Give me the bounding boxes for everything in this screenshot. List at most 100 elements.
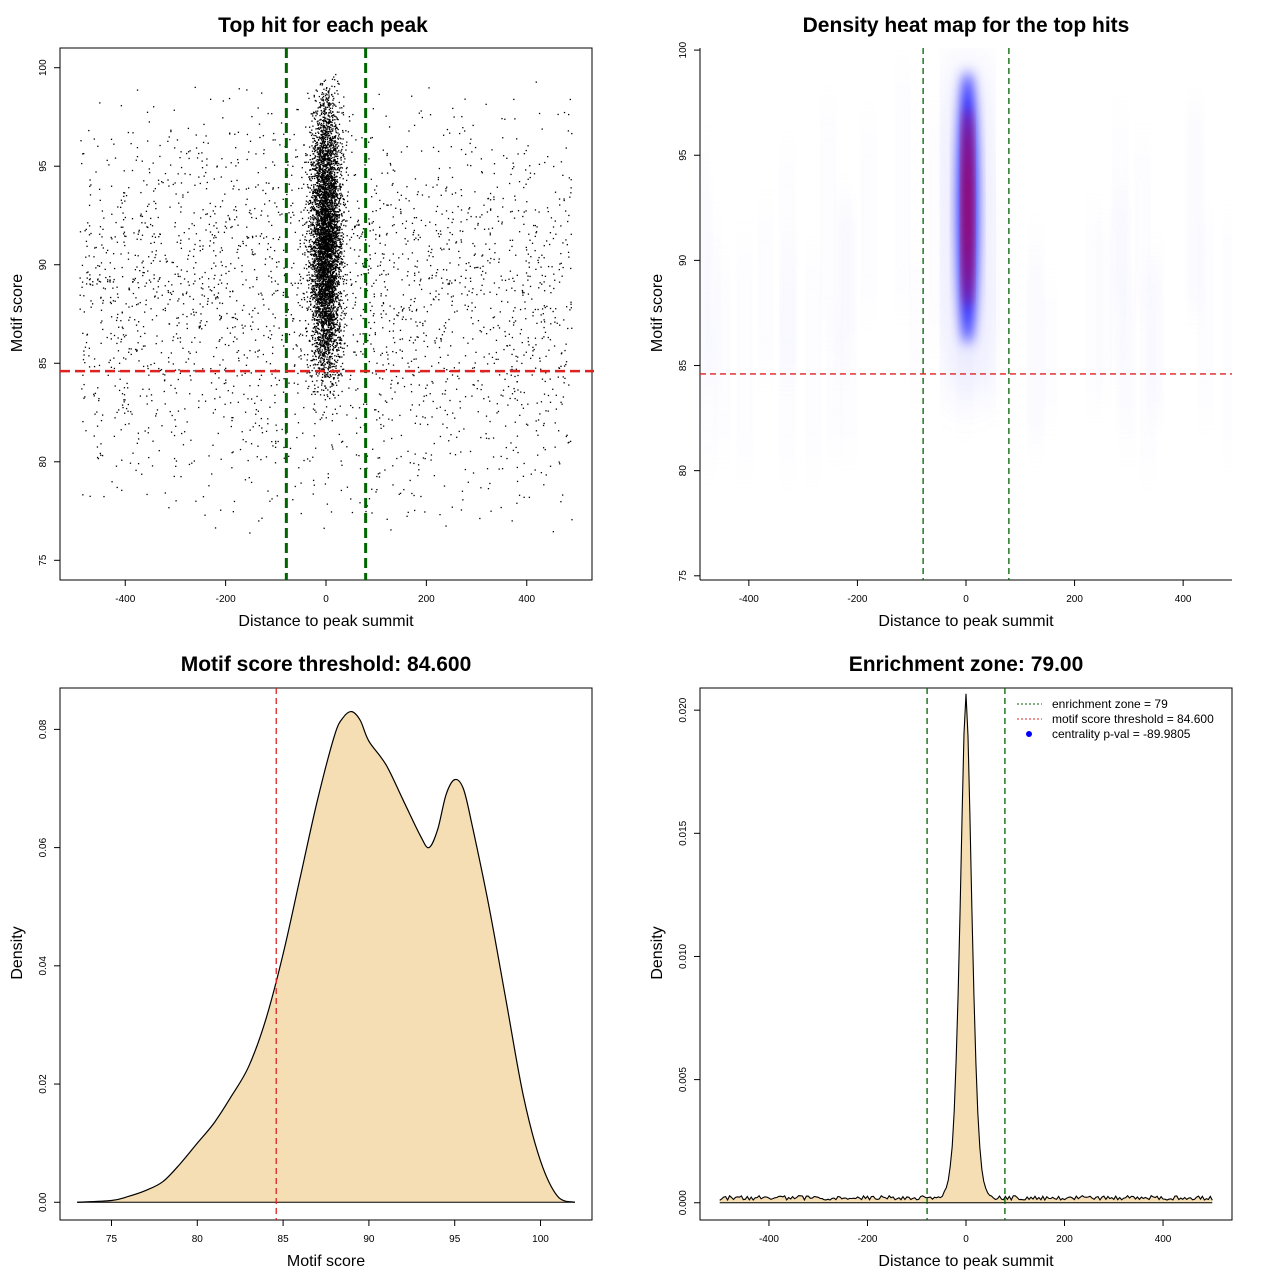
scatter-point [160,181,163,183]
scatter-point [568,113,570,116]
scatter-point [524,301,526,303]
scatter-point [339,300,341,302]
scatter-point [322,187,324,189]
scatter-point [272,187,274,189]
scatter-point [315,447,317,449]
scatter-point [313,187,315,189]
scatter-point [121,202,123,204]
scatter-point [336,372,338,374]
scatter-point [323,119,325,121]
scatter-point [312,164,314,166]
scatter-point [116,411,118,414]
scatter-point [182,313,184,316]
scatter-point [309,277,311,279]
scatter-point [309,292,312,294]
scatter-point [321,382,323,384]
scatter-point [527,279,529,281]
scatter-point [198,327,201,329]
scatter-point [343,347,345,350]
scatter-point [366,455,369,457]
scatter-point [168,323,170,325]
scatter-point [354,226,356,229]
scatter-point [262,353,265,356]
scatter-point [547,336,549,339]
scatter-point [142,260,144,262]
scatter-point [382,302,385,304]
scatter-point [380,423,382,426]
scatter-point [401,338,404,340]
scatter-point [113,143,115,145]
scatter-point [319,225,322,228]
scatter-point [502,395,504,397]
scatter-point [297,422,300,424]
scatter-point [325,205,327,207]
scatter-point [447,354,449,356]
panel-scatter: Top hit for each peak -400 -200 0 200 400758… [9,14,594,630]
scatter-point [501,300,503,303]
scatter-point [356,200,359,202]
scatter-point [216,307,218,310]
scatter-point [527,253,529,255]
scatter-point [325,337,328,340]
scatter-point [508,249,511,252]
scatter-point [342,310,344,312]
scatter-point [454,417,456,419]
scatter-point [380,295,382,297]
scatter-point [319,317,321,319]
scatter-point [407,450,409,453]
scatter-point [373,312,375,315]
scatter-point [339,167,341,170]
scatter-point [560,401,562,403]
scatter-point [521,292,524,294]
scatter-point [563,382,565,384]
scatter-point [238,88,240,90]
scatter-point [343,354,345,356]
scatter-point [336,185,338,188]
scatter-point [511,210,513,213]
scatter-point [257,293,260,295]
scatter-point [137,255,139,257]
scatter-point [342,275,344,277]
scatter-point [334,359,336,362]
scatter-x-tick-label: -200 [216,594,236,605]
scatter-point [341,152,343,155]
scatter-point [483,228,486,230]
scatter-point [319,171,321,173]
scatter-point [103,217,105,219]
scatter-point [346,195,349,197]
scatter-point [537,261,540,264]
scatter-point [280,122,283,124]
scatter-point [318,297,320,299]
scatter-x-tick-label: 200 [418,594,435,605]
scatter-point [275,442,277,444]
scatter-point [538,112,541,115]
scatter-point [293,214,295,216]
scatter-point [452,412,454,414]
scatter-point [385,234,388,236]
scatter-point [335,238,337,240]
scatter-point [465,269,467,271]
scatter-point [464,355,467,357]
scatter-point [194,243,196,246]
scatter-point [273,250,276,252]
scatter-point [116,286,118,288]
scatter-point [562,266,564,269]
scatter-point [319,321,321,323]
scatter-point [320,155,322,158]
scatter-point [517,389,519,391]
scatter-point [269,363,272,365]
scatter-point [250,398,253,400]
scatter-point [356,432,358,434]
scatter-point [498,374,501,376]
scatter-point [252,309,254,312]
scatter-point [324,150,327,152]
scatter-point [215,222,217,224]
scatter-point [549,232,552,234]
scatter-point [474,306,476,308]
scatter-point [97,145,99,147]
scatter-point [254,422,257,424]
scatter-point [433,474,436,477]
scatter-point [394,391,396,393]
scatter-point [329,302,331,304]
scatter-point [353,249,356,251]
